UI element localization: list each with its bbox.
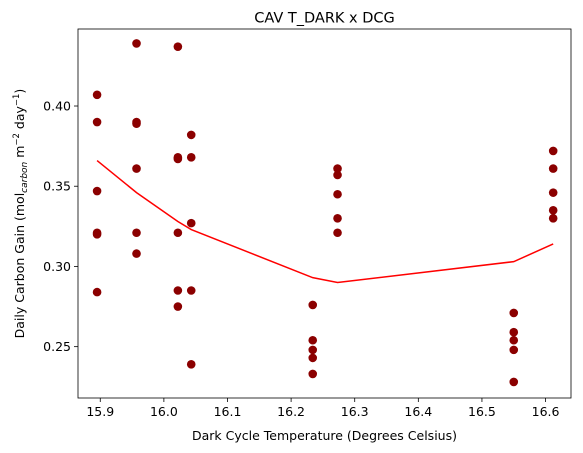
data-point (333, 190, 342, 199)
data-point (187, 360, 196, 369)
data-point (549, 188, 558, 197)
data-point (187, 286, 196, 295)
data-point (93, 90, 102, 99)
data-point (187, 219, 196, 228)
data-point (308, 354, 317, 363)
plot-frame (78, 29, 571, 398)
data-point (187, 153, 196, 162)
trend-line (97, 161, 553, 283)
data-point (132, 228, 141, 237)
y-axis-label-middle: m (12, 146, 27, 162)
x-tick-label: 16.0 (150, 404, 178, 419)
x-tick-label: 16.1 (214, 404, 242, 419)
data-point (187, 131, 196, 140)
x-tick-label: 16.4 (404, 404, 432, 419)
data-point (174, 155, 183, 164)
x-tick-label: 16.5 (468, 404, 496, 419)
data-point (333, 228, 342, 237)
x-tick-label: 16.6 (532, 404, 560, 419)
data-point (174, 286, 183, 295)
data-point (93, 118, 102, 127)
x-axis-label: Dark Cycle Temperature (Degrees Celsius) (192, 428, 457, 443)
x-axis: 15.9 16.0 16.1 16.2 16.3 16.4 16.5 16.6 (86, 398, 559, 419)
data-point (132, 119, 141, 128)
y-axis-label-sup2: −1 (12, 94, 22, 107)
data-point (549, 206, 558, 215)
data-point (174, 228, 183, 237)
data-point (132, 39, 141, 48)
x-tick-label: 15.9 (86, 404, 114, 419)
scatter-points-layer (93, 39, 558, 386)
data-point (308, 336, 317, 345)
y-axis-label-middle2: day (12, 105, 27, 133)
y-axis-label-subscript: carbon (20, 161, 30, 192)
y-axis-label-prefix: Daily Carbon Gain (mol (12, 193, 27, 339)
data-point (333, 214, 342, 223)
data-point (308, 301, 317, 310)
x-tick-label: 16.2 (277, 404, 305, 419)
data-point (509, 328, 518, 337)
data-point (509, 378, 518, 387)
data-point (308, 370, 317, 379)
data-point (132, 249, 141, 258)
y-axis-label-sup1: −2 (12, 133, 22, 146)
data-point (132, 164, 141, 173)
data-point (93, 187, 102, 196)
data-point (549, 214, 558, 223)
data-point (93, 288, 102, 297)
y-tick-label: 0.40 (43, 99, 71, 114)
data-point (174, 302, 183, 311)
data-point (549, 147, 558, 156)
data-point (308, 346, 317, 355)
trend-line-layer (97, 161, 553, 283)
y-axis-label-suffix: ) (12, 89, 27, 94)
data-point (509, 309, 518, 318)
data-point (509, 346, 518, 355)
x-tick-label: 16.3 (341, 404, 369, 419)
data-point (333, 171, 342, 180)
data-point (549, 164, 558, 173)
y-tick-label: 0.35 (43, 179, 71, 194)
data-point (93, 230, 102, 239)
y-axis-label: Daily Carbon Gain (molcarbon m−2 day−1) (12, 89, 30, 339)
y-axis: 0.25 0.30 0.35 0.40 (43, 99, 78, 355)
y-tick-label: 0.25 (43, 339, 71, 354)
y-tick-label: 0.30 (43, 259, 71, 274)
data-point (174, 42, 183, 51)
chart-title: CAV T_DARK x DCG (254, 11, 395, 27)
data-point (509, 336, 518, 345)
